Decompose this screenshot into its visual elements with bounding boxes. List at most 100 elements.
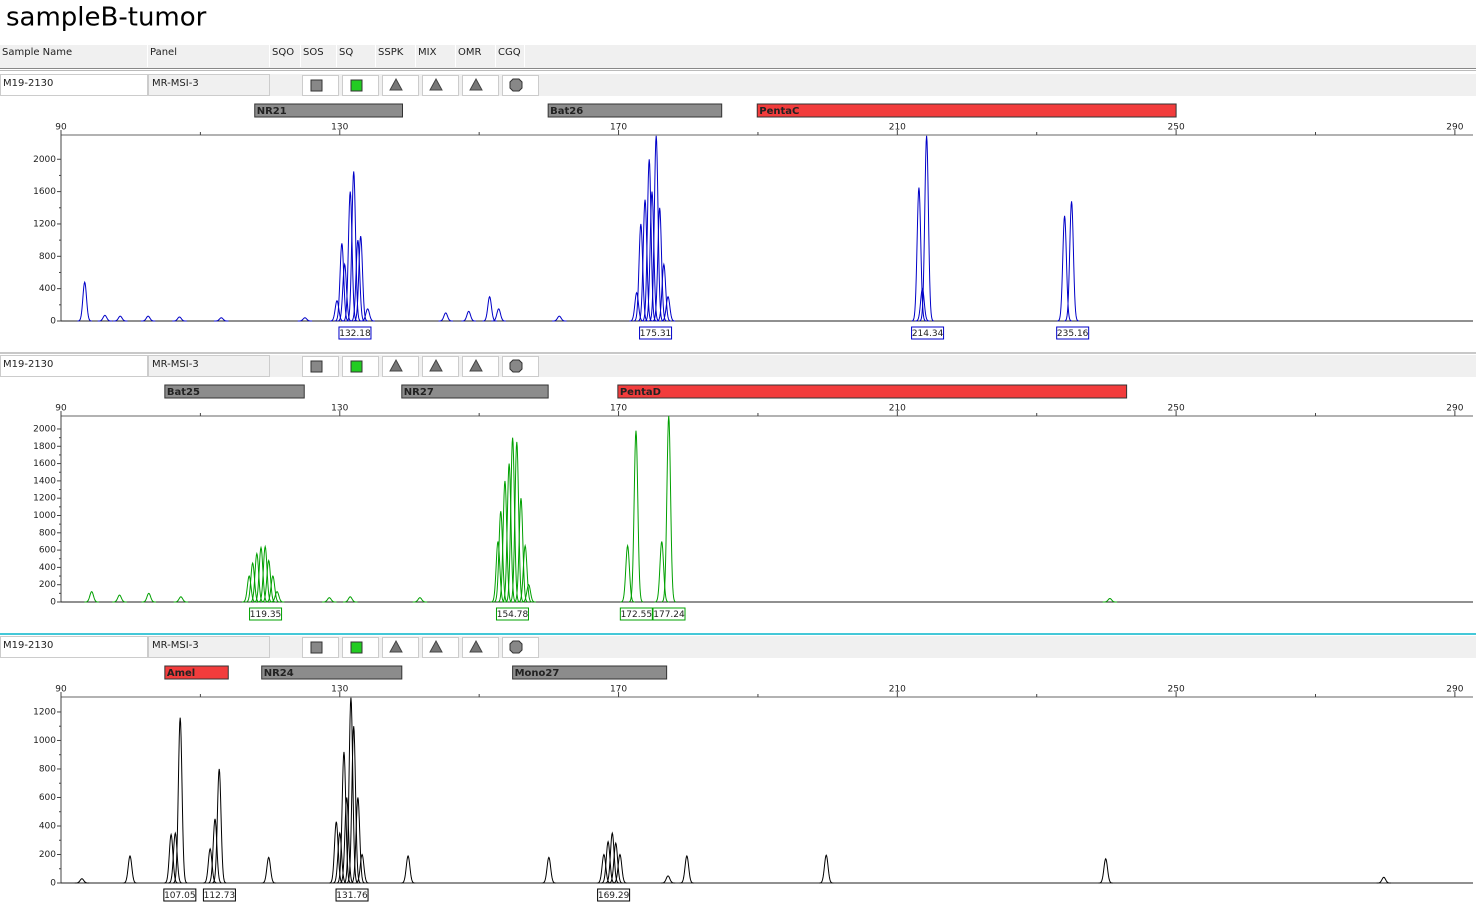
marker-name: NR24 bbox=[264, 668, 294, 679]
y-tick-label: 1600 bbox=[33, 187, 56, 197]
peak bbox=[354, 853, 370, 884]
flag-cell bbox=[382, 356, 419, 377]
column-header: Panel bbox=[150, 47, 177, 58]
peak bbox=[501, 463, 517, 603]
panel-cell bbox=[148, 355, 270, 377]
x-tick-label: 290 bbox=[1446, 685, 1463, 695]
flag-cell bbox=[462, 356, 499, 377]
flag-cell bbox=[462, 75, 499, 96]
panel-name: MR-MSI-3 bbox=[152, 78, 199, 89]
marker-bin bbox=[164, 384, 305, 399]
y-tick-label: 400 bbox=[39, 821, 56, 831]
peak bbox=[214, 317, 229, 322]
flag-icon bbox=[469, 77, 483, 91]
y-tick-label: 400 bbox=[39, 563, 56, 573]
call-label: 131.76 bbox=[336, 891, 368, 901]
y-tick-label: 0 bbox=[50, 317, 56, 327]
flag-icon bbox=[389, 77, 403, 91]
column-header: SOS bbox=[303, 47, 324, 58]
marker-bin bbox=[261, 665, 403, 680]
peak bbox=[521, 583, 536, 603]
peak bbox=[637, 199, 653, 322]
y-tick-label: 1000 bbox=[33, 736, 56, 746]
x-tick-label: 250 bbox=[1168, 404, 1185, 414]
panel-cell bbox=[148, 74, 270, 96]
peak bbox=[493, 511, 509, 603]
peak bbox=[257, 544, 273, 603]
x-tick-label: 170 bbox=[610, 404, 627, 414]
table-header bbox=[0, 45, 1476, 68]
peak bbox=[648, 135, 664, 322]
peak bbox=[350, 797, 366, 884]
call-box bbox=[495, 607, 529, 621]
x-tick-label: 170 bbox=[610, 123, 627, 133]
peak bbox=[1102, 598, 1118, 603]
flag-icon bbox=[469, 358, 483, 372]
panel-cell bbox=[148, 636, 270, 658]
flag-icon bbox=[509, 640, 523, 654]
y-tick-label: 1200 bbox=[33, 219, 56, 229]
x-tick-label: 90 bbox=[55, 404, 67, 414]
x-tick-label: 130 bbox=[331, 404, 348, 414]
peak bbox=[297, 317, 313, 322]
y-tick-label: 1800 bbox=[33, 442, 56, 452]
peak bbox=[491, 308, 506, 322]
marker-bin bbox=[512, 665, 668, 680]
x-tick-label: 130 bbox=[331, 123, 348, 133]
flag-icon bbox=[469, 639, 483, 653]
peak bbox=[1098, 857, 1113, 884]
sample-name: M19-2130 bbox=[3, 78, 53, 89]
y-tick-label: 1200 bbox=[33, 494, 56, 504]
peak bbox=[400, 854, 416, 884]
call-box bbox=[1056, 326, 1090, 340]
peak bbox=[245, 561, 260, 603]
peak bbox=[660, 875, 676, 884]
peak bbox=[249, 551, 265, 603]
peak bbox=[350, 240, 366, 322]
column-header: SQ bbox=[339, 47, 353, 58]
peak bbox=[919, 135, 934, 322]
flag-icon bbox=[509, 78, 523, 92]
peak bbox=[497, 480, 513, 603]
marker-bin bbox=[401, 384, 549, 399]
peak bbox=[261, 856, 276, 884]
peak bbox=[660, 295, 676, 322]
peak bbox=[490, 541, 506, 603]
y-tick-label: 1000 bbox=[33, 511, 56, 521]
y-tick-label: 2000 bbox=[33, 155, 56, 165]
marker-bin bbox=[254, 103, 404, 118]
peak bbox=[911, 187, 927, 322]
y-tick-label: 1400 bbox=[33, 476, 56, 486]
peak bbox=[173, 596, 189, 603]
call-box bbox=[639, 326, 673, 340]
row-background bbox=[0, 74, 1476, 96]
call-box bbox=[163, 888, 197, 902]
flag-icon bbox=[310, 79, 323, 92]
peak bbox=[265, 575, 281, 603]
peak bbox=[74, 878, 90, 884]
peak bbox=[628, 430, 644, 603]
panel-name: MR-MSI-3 bbox=[152, 359, 199, 370]
call-label: 112.73 bbox=[204, 891, 236, 901]
y-tick-label: 0 bbox=[50, 879, 56, 889]
peak bbox=[168, 831, 183, 884]
x-tick-label: 170 bbox=[610, 685, 627, 695]
peak bbox=[438, 312, 453, 322]
marker-name: NR27 bbox=[404, 387, 434, 398]
peak bbox=[329, 821, 344, 884]
peak bbox=[211, 768, 227, 884]
marker-bin bbox=[164, 665, 229, 680]
call-label: 175.31 bbox=[640, 329, 672, 339]
peak bbox=[654, 541, 669, 603]
call-label: 214.34 bbox=[912, 329, 944, 339]
peak bbox=[337, 262, 352, 322]
peak bbox=[644, 191, 660, 322]
peak bbox=[517, 543, 533, 603]
call-label: 172.55 bbox=[621, 610, 653, 620]
flag-icon bbox=[389, 639, 403, 653]
peak bbox=[1376, 876, 1392, 884]
flag-icon bbox=[429, 77, 443, 91]
x-tick-label: 250 bbox=[1168, 685, 1185, 695]
y-tick-label: 200 bbox=[39, 850, 56, 860]
